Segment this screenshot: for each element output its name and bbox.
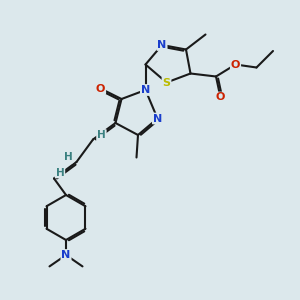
Text: H: H (64, 152, 73, 163)
Text: H: H (97, 130, 106, 140)
Text: S: S (163, 77, 170, 88)
Text: H: H (56, 167, 64, 178)
Text: O: O (231, 59, 240, 70)
Text: O: O (96, 83, 105, 94)
Text: N: N (158, 40, 166, 50)
Text: N: N (61, 250, 70, 260)
Text: N: N (153, 113, 162, 124)
Text: O: O (216, 92, 225, 103)
Text: N: N (141, 85, 150, 95)
